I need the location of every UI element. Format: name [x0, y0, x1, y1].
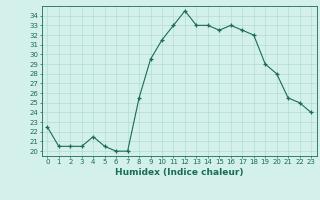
- X-axis label: Humidex (Indice chaleur): Humidex (Indice chaleur): [115, 168, 244, 177]
